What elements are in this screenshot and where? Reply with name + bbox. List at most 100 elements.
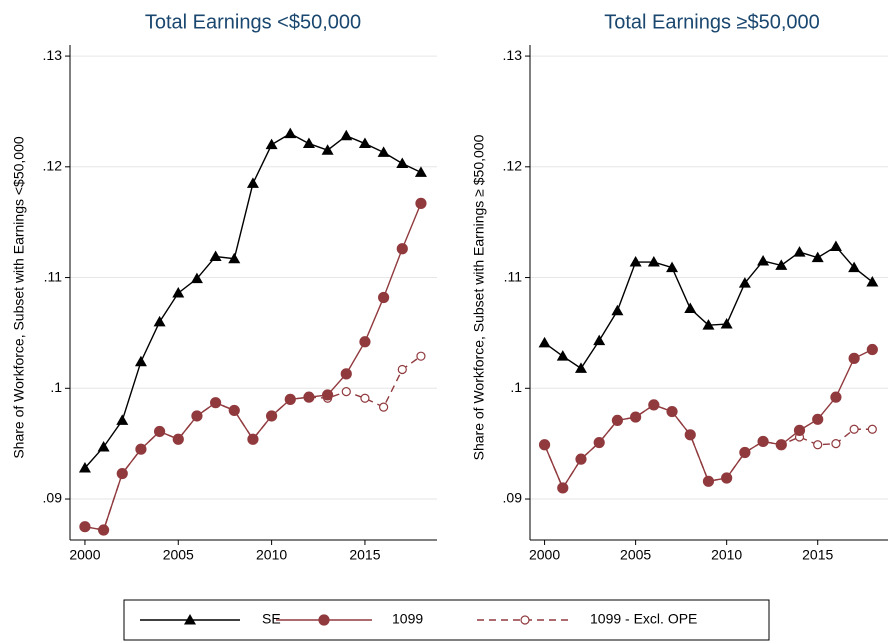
marker — [648, 399, 660, 411]
marker — [866, 275, 879, 287]
y-tick-label: .13 — [43, 47, 63, 63]
marker — [321, 144, 334, 155]
marker — [210, 397, 222, 409]
x-tick-label: 2015 — [349, 547, 380, 563]
marker — [172, 287, 185, 298]
marker — [209, 250, 222, 262]
marker — [793, 246, 806, 257]
y-tick-label: .1 — [50, 379, 62, 395]
chart-title: Total Earnings <$50,000 — [145, 11, 361, 33]
marker — [830, 391, 842, 403]
marker — [666, 261, 679, 273]
marker — [593, 334, 606, 346]
marker — [341, 387, 351, 397]
marker — [684, 429, 696, 441]
x-tick-label: 2010 — [256, 547, 287, 563]
marker — [739, 446, 751, 459]
marker — [812, 413, 824, 425]
marker — [377, 146, 390, 157]
marker — [775, 439, 787, 451]
marker — [396, 157, 409, 168]
marker — [721, 472, 733, 484]
marker — [848, 261, 861, 273]
y-tick-label: .1 — [510, 379, 522, 395]
x-tick-label: 2000 — [529, 547, 560, 563]
marker — [116, 467, 128, 480]
marker — [302, 137, 315, 149]
marker — [397, 364, 407, 375]
marker — [284, 393, 296, 405]
marker — [360, 393, 370, 403]
marker — [134, 355, 147, 367]
marker — [593, 436, 605, 449]
marker — [757, 254, 770, 266]
marker — [379, 402, 389, 412]
marker — [831, 439, 841, 449]
x-tick-label: 2005 — [620, 547, 651, 563]
y-tick-label: .13 — [503, 47, 523, 63]
y-axis-label: Share of Workforce, Subset with Earnings… — [11, 136, 27, 459]
series-line — [84, 203, 422, 531]
marker — [647, 256, 660, 267]
x-tick-label: 2010 — [711, 547, 742, 563]
marker — [811, 251, 824, 263]
marker — [416, 351, 426, 361]
y-tick-label: .11 — [44, 268, 63, 284]
marker — [414, 166, 427, 177]
marker — [757, 435, 769, 448]
marker — [378, 291, 390, 304]
y-axis-label: Share of Workforce, Subset with Earnings… — [471, 134, 487, 460]
marker — [246, 177, 259, 188]
marker — [702, 319, 715, 330]
series-line — [544, 245, 873, 370]
marker — [303, 391, 315, 403]
marker — [866, 343, 878, 356]
marker — [190, 272, 203, 284]
marker — [611, 304, 624, 316]
legend-marker — [520, 615, 530, 625]
marker — [575, 453, 587, 465]
marker — [340, 368, 352, 380]
y-tick-label: .11 — [504, 268, 523, 284]
marker — [135, 443, 147, 455]
legend-label: 1099 — [392, 611, 423, 627]
marker — [629, 256, 642, 267]
marker — [116, 414, 129, 425]
series-line — [543, 404, 873, 490]
marker — [247, 433, 259, 445]
marker — [666, 405, 678, 418]
marker — [793, 424, 806, 436]
x-tick-label: 2015 — [802, 547, 833, 563]
marker — [702, 475, 715, 487]
marker — [538, 336, 551, 348]
marker — [684, 302, 697, 314]
marker — [574, 362, 587, 373]
marker — [172, 433, 184, 445]
marker — [557, 482, 569, 494]
marker — [848, 352, 860, 364]
y-tick-label: .12 — [503, 158, 523, 174]
marker — [813, 440, 823, 450]
marker — [867, 424, 877, 434]
y-tick-label: .09 — [43, 490, 63, 506]
marker — [396, 243, 408, 255]
x-tick-label: 2005 — [163, 547, 194, 563]
marker — [154, 425, 166, 438]
marker — [738, 277, 751, 288]
marker — [78, 462, 91, 473]
marker — [849, 424, 859, 434]
marker — [358, 137, 371, 149]
chart-title: Total Earnings ≥$50,000 — [604, 11, 820, 33]
marker — [228, 252, 241, 264]
marker — [228, 404, 240, 417]
marker — [153, 315, 166, 327]
marker — [266, 410, 278, 422]
x-tick-label: 2000 — [69, 547, 100, 563]
marker — [265, 138, 278, 150]
marker — [79, 521, 91, 533]
marker — [556, 350, 569, 361]
legend-label: SE — [262, 611, 281, 627]
marker — [322, 389, 334, 401]
y-tick-label: .12 — [43, 158, 63, 174]
